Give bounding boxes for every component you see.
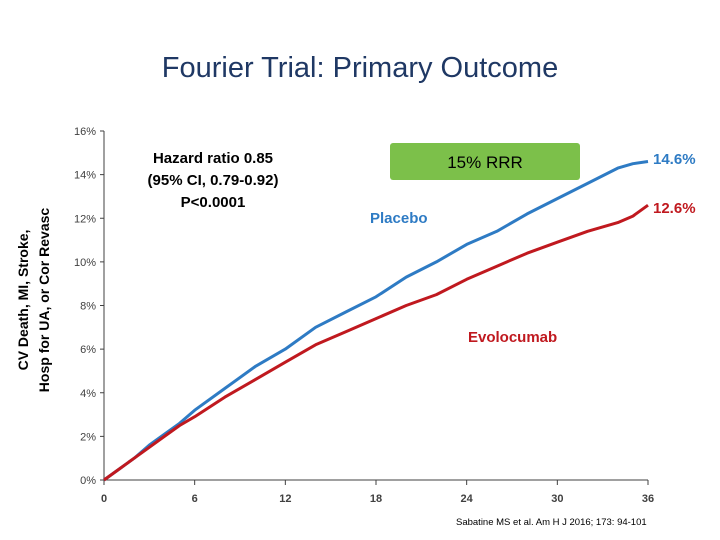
x-tick-label: 24	[461, 493, 474, 505]
p-value-line: P<0.0001	[181, 194, 246, 211]
rrr-label: 15% RRR	[447, 153, 523, 172]
y-tick-label: 6%	[80, 344, 96, 356]
series-line-placebo	[103, 160, 649, 482]
series-line-evolocumab	[103, 203, 649, 482]
x-tick-label: 12	[279, 493, 291, 505]
placebo-label: Placebo	[370, 210, 428, 227]
rrr-box	[390, 143, 580, 180]
y-tick-label: 14%	[74, 170, 96, 182]
placebo-end-value: 14.6%	[653, 151, 696, 168]
y-axis-label-line-2: Hosp for UA, or Cor Revasc	[36, 208, 52, 393]
citation: Sabatine MS et al. Am H J 2016; 173: 94-…	[456, 517, 647, 528]
confidence-interval-line: (95% CI, 0.79-0.92)	[148, 172, 279, 189]
x-ticks: 0 6 12 18 24 30 36	[101, 480, 654, 505]
y-tick-label: 4%	[80, 388, 96, 400]
y-tick-label: 8%	[80, 301, 96, 313]
x-tick-label: 6	[192, 493, 198, 505]
y-ticks: 0% 2% 4% 6% 8% 10% 12% 14% 16%	[74, 126, 104, 487]
rrr-annotation: 15% RRR	[390, 143, 580, 180]
x-tick-label: 36	[642, 493, 654, 505]
y-tick-label: 0%	[80, 475, 96, 487]
y-axis-label: CV Death, MI, Stroke, Hosp for UA, or Co…	[15, 208, 52, 393]
evolocumab-end-value: 12.6%	[653, 200, 696, 217]
x-tick-label: 18	[370, 493, 382, 505]
y-tick-label: 16%	[74, 126, 96, 138]
x-tick-label: 30	[551, 493, 563, 505]
evolocumab-label: Evolocumab	[468, 329, 557, 346]
slide-title: Fourier Trial: Primary Outcome	[161, 52, 559, 84]
y-axis-label-line-1: CV Death, MI, Stroke,	[15, 230, 31, 371]
series-group	[103, 160, 649, 482]
y-tick-label: 2%	[80, 431, 96, 443]
y-tick-label: 12%	[74, 213, 96, 225]
hazard-ratio-annotation: Hazard ratio 0.85 (95% CI, 0.79-0.92) P<…	[148, 150, 279, 211]
x-tick-label: 0	[101, 493, 107, 505]
hazard-ratio-line: Hazard ratio 0.85	[153, 150, 273, 167]
y-tick-label: 10%	[74, 257, 96, 269]
